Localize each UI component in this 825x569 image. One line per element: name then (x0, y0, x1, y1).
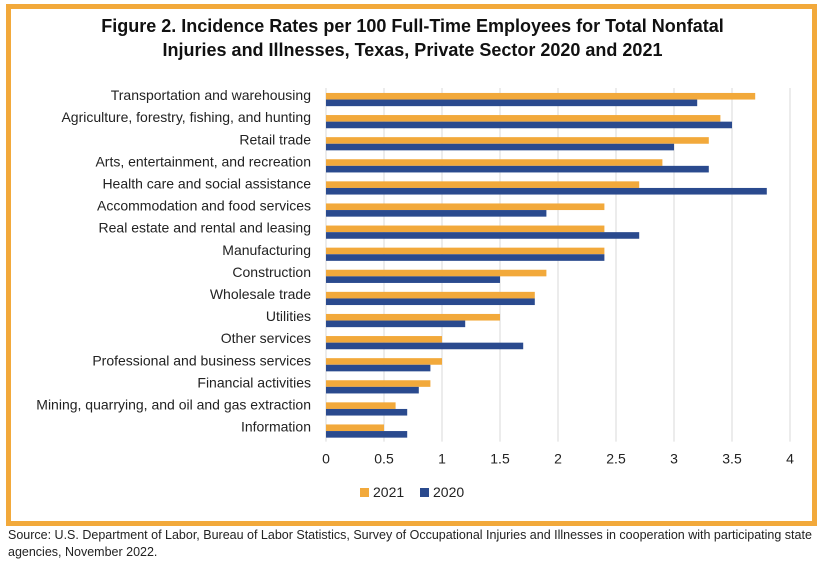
legend-label-2020: 2020 (433, 484, 464, 500)
category-label: Utilities (266, 308, 311, 324)
bar-2020 (326, 342, 524, 350)
chart-title: Figure 2. Incidence Rates per 100 Full-T… (0, 14, 825, 62)
category-label: Accommodation and food services (97, 198, 311, 214)
bar-2020 (326, 320, 466, 328)
legend-label-2021: 2021 (373, 484, 404, 500)
x-tick-label: 2 (554, 451, 562, 467)
category-label: Agriculture, forestry, fishing, and hunt… (61, 109, 311, 125)
bar-2021 (326, 402, 396, 409)
bar-2020 (326, 364, 431, 372)
bar-2020 (326, 165, 709, 173)
category-label: Health care and social assistance (102, 175, 311, 191)
category-label: Information (241, 419, 311, 435)
source-note: Source: U.S. Department of Labor, Bureau… (8, 528, 812, 559)
category-label: Arts, entertainment, and recreation (95, 153, 311, 169)
bar-2020 (326, 99, 698, 107)
category-label: Mining, quarrying, and oil and gas extra… (36, 396, 311, 412)
bar-2021 (326, 336, 442, 343)
category-label: Professional and business services (92, 352, 311, 368)
bar-2021 (326, 380, 431, 387)
bar-2020 (326, 298, 535, 306)
bar-2020 (326, 187, 767, 195)
bar-2020 (326, 210, 547, 217)
bar-2021 (326, 181, 640, 188)
chart-title-line-1: Figure 2. Incidence Rates per 100 Full-T… (101, 16, 724, 36)
bar-2021 (326, 358, 442, 365)
category-label: Manufacturing (222, 242, 311, 258)
bar-2020 (326, 408, 408, 416)
bar-2020 (326, 431, 408, 438)
legend-swatch-2021 (360, 488, 369, 497)
bar-2021 (326, 92, 756, 100)
x-tick-label: 0 (322, 451, 330, 467)
x-tick-label: 2.5 (606, 451, 626, 467)
x-tick-label: 0.5 (374, 451, 394, 467)
x-tick-label: 1 (438, 451, 446, 467)
bar-2021 (326, 225, 605, 233)
bar-2020 (326, 232, 640, 239)
bar-2020 (326, 254, 605, 261)
bar-2021 (326, 115, 721, 122)
category-label: Wholesale trade (210, 286, 311, 302)
category-label: Transportation and warehousing (111, 87, 311, 103)
chart-frame (6, 4, 817, 526)
bar-2021 (326, 269, 547, 277)
category-label: Construction (232, 264, 311, 280)
x-tick-label: 3.5 (722, 451, 742, 467)
bar-2021 (326, 137, 709, 144)
category-label: Other services (221, 330, 311, 346)
bar-2021 (326, 424, 384, 432)
bar-2020 (326, 386, 419, 394)
category-label: Real estate and rental and leasing (99, 220, 311, 236)
chart-title-line-2: Injuries and Illnesses, Texas, Private S… (162, 40, 663, 60)
bar-2020 (326, 143, 674, 151)
category-label: Financial activities (197, 374, 311, 390)
bar-2021 (326, 159, 663, 166)
bar-2021 (326, 203, 605, 211)
legend-swatch-2020 (420, 488, 429, 497)
category-label: Retail trade (239, 131, 311, 147)
bar-chart: 0 0.5 1 1.5 2 2.5 3 3.5 4 Transportation and ware… (36, 87, 794, 500)
x-tick-label: 4 (786, 451, 794, 467)
bar-2020 (326, 121, 732, 129)
x-tick-label: 3 (670, 451, 678, 467)
bar-2020 (326, 276, 500, 283)
bar-2021 (326, 291, 535, 299)
x-tick-label: 1.5 (490, 451, 510, 467)
bar-2021 (326, 247, 605, 255)
bar-2021 (326, 313, 500, 321)
